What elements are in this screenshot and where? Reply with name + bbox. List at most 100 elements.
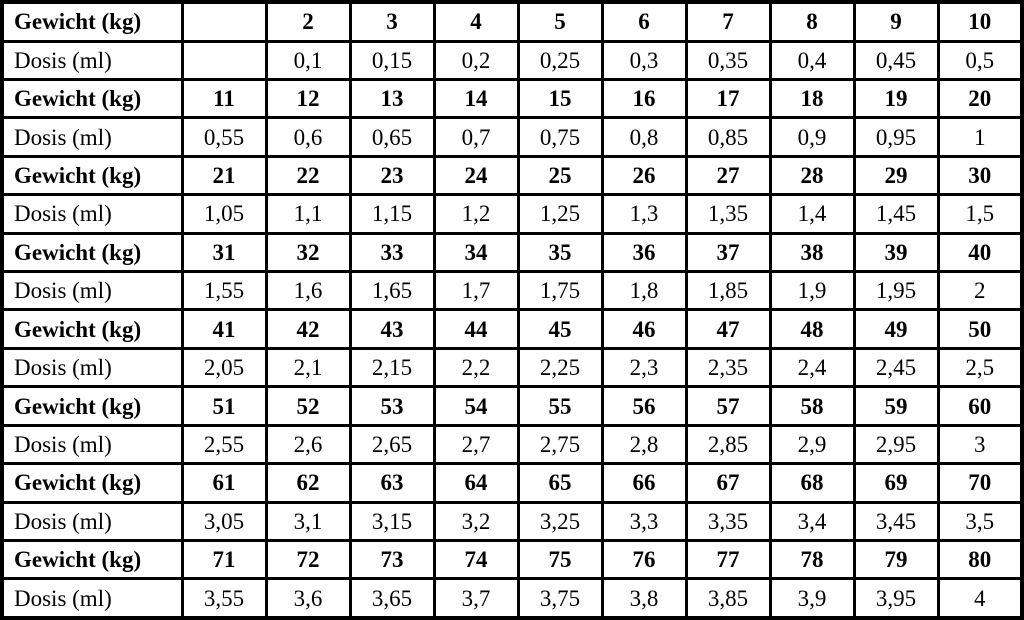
weight-cell: 2 [264, 0, 352, 43]
weight-cell: 68 [768, 462, 856, 504]
weight-cell: 77 [684, 538, 772, 581]
weight-cell: 28 [768, 154, 856, 197]
dose-cell: 0,8 [600, 116, 688, 158]
weight-cell: 18 [768, 78, 856, 120]
dose-cell: 0,15 [348, 39, 436, 82]
weight-cell: 62 [264, 462, 352, 504]
weight-row: Gewicht (kg) 2 3 4 5 6 7 8 9 10 [0, 0, 1024, 43]
dose-cell: 3,7 [432, 577, 520, 620]
dose-cell: 1,15 [348, 193, 436, 235]
dose-cell: 3,15 [348, 500, 436, 542]
dose-row-label: Dosis (ml) [0, 270, 184, 312]
weight-cell: 46 [600, 308, 688, 350]
weight-row-label: Gewicht (kg) [0, 462, 184, 504]
dose-cell: 4 [936, 577, 1024, 620]
weight-cell: 67 [684, 462, 772, 504]
weight-cell: 31 [180, 231, 268, 274]
weight-cell: 33 [348, 231, 436, 274]
weight-cell: 47 [684, 308, 772, 350]
dose-cell: 3,85 [684, 577, 772, 620]
weight-cell: 24 [432, 154, 520, 197]
weight-cell: 76 [600, 538, 688, 581]
weight-row: Gewicht (kg) 21 22 23 24 25 26 27 28 29 … [0, 154, 1024, 197]
dose-row-label: Dosis (ml) [0, 346, 184, 389]
weight-cell: 60 [936, 385, 1024, 427]
dose-row-label: Dosis (ml) [0, 116, 184, 158]
weight-cell: 13 [348, 78, 436, 120]
dose-cell: 3,25 [516, 500, 604, 542]
dose-cell: 1,95 [852, 270, 940, 312]
weight-cell: 23 [348, 154, 436, 197]
dose-row: Dosis (ml) 0,55 0,6 0,65 0,7 0,75 0,8 0,… [0, 116, 1024, 158]
dose-cell: 3,35 [684, 500, 772, 542]
weight-cell: 55 [516, 385, 604, 427]
dose-cell: 3,2 [432, 500, 520, 542]
dose-cell: 3,45 [852, 500, 940, 542]
dose-cell: 2,95 [852, 423, 940, 466]
dose-cell: 0,25 [516, 39, 604, 82]
weight-row-label: Gewicht (kg) [0, 385, 184, 427]
dose-cell: 2,35 [684, 346, 772, 389]
dose-cell: 1,05 [180, 193, 268, 235]
weight-cell: 6 [600, 0, 688, 43]
weight-cell: 26 [600, 154, 688, 197]
weight-row-label: Gewicht (kg) [0, 0, 184, 43]
weight-cell: 15 [516, 78, 604, 120]
weight-cell: 50 [936, 308, 1024, 350]
dose-cell: 2,15 [348, 346, 436, 389]
weight-cell: 21 [180, 154, 268, 197]
weight-cell: 17 [684, 78, 772, 120]
dose-row-label: Dosis (ml) [0, 39, 184, 82]
dose-cell: 2,85 [684, 423, 772, 466]
dose-row: Dosis (ml) 3,05 3,1 3,15 3,2 3,25 3,3 3,… [0, 500, 1024, 542]
dose-cell: 2,6 [264, 423, 352, 466]
weight-cell: 75 [516, 538, 604, 581]
weight-cell: 19 [852, 78, 940, 120]
dose-cell: 0,6 [264, 116, 352, 158]
dose-cell: 2,9 [768, 423, 856, 466]
dose-row: Dosis (ml) 2,05 2,1 2,15 2,2 2,25 2,3 2,… [0, 346, 1024, 389]
dose-cell: 2,25 [516, 346, 604, 389]
weight-row-label: Gewicht (kg) [0, 78, 184, 120]
dose-cell: 1,85 [684, 270, 772, 312]
weight-cell: 42 [264, 308, 352, 350]
weight-cell: 9 [852, 0, 940, 43]
weight-cell: 65 [516, 462, 604, 504]
dose-cell: 0,45 [852, 39, 940, 82]
dose-cell: 2,7 [432, 423, 520, 466]
weight-row-label: Gewicht (kg) [0, 231, 184, 274]
dose-cell: 2,75 [516, 423, 604, 466]
dose-cell: 2,05 [180, 346, 268, 389]
dose-cell: 2,2 [432, 346, 520, 389]
weight-cell: 79 [852, 538, 940, 581]
dose-row-label: Dosis (ml) [0, 500, 184, 542]
weight-cell: 36 [600, 231, 688, 274]
dose-row-label: Dosis (ml) [0, 193, 184, 235]
dose-row: Dosis (ml) 1,05 1,1 1,15 1,2 1,25 1,3 1,… [0, 193, 1024, 235]
weight-cell: 7 [684, 0, 772, 43]
dose-cell: 0,9 [768, 116, 856, 158]
weight-cell: 66 [600, 462, 688, 504]
weight-cell: 8 [768, 0, 856, 43]
weight-row: Gewicht (kg) 31 32 33 34 35 36 37 38 39 … [0, 231, 1024, 274]
weight-cell: 34 [432, 231, 520, 274]
weight-cell: 38 [768, 231, 856, 274]
dose-cell: 1,65 [348, 270, 436, 312]
weight-cell: 29 [852, 154, 940, 197]
dose-cell: 3 [936, 423, 1024, 466]
weight-cell: 27 [684, 154, 772, 197]
weight-row: Gewicht (kg) 51 52 53 54 55 56 57 58 59 … [0, 385, 1024, 427]
dose-cell: 0,95 [852, 116, 940, 158]
dose-cell: 2,65 [348, 423, 436, 466]
dose-cell: 2 [936, 270, 1024, 312]
dose-cell: 3,95 [852, 577, 940, 620]
weight-cell: 63 [348, 462, 436, 504]
weight-cell: 69 [852, 462, 940, 504]
dose-cell: 2,55 [180, 423, 268, 466]
dose-cell: 3,9 [768, 577, 856, 620]
dose-cell [180, 39, 268, 82]
weight-cell: 5 [516, 0, 604, 43]
weight-cell: 11 [180, 78, 268, 120]
weight-cell: 70 [936, 462, 1024, 504]
weight-row: Gewicht (kg) 71 72 73 74 75 76 77 78 79 … [0, 538, 1024, 581]
